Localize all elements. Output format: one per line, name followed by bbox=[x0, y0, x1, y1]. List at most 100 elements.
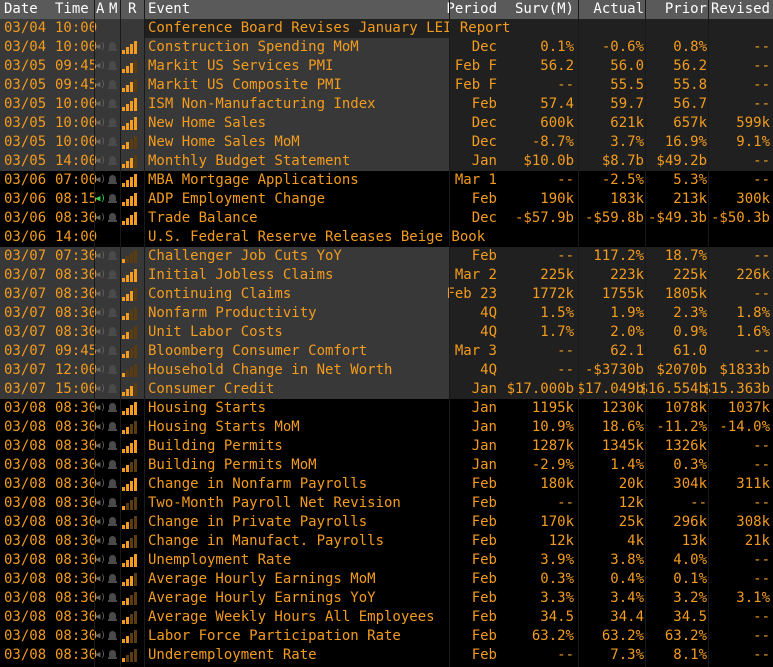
alert-bell-icon[interactable] bbox=[108, 516, 117, 527]
event-row[interactable]: 03/08 08:30 ◀) Average Hourly Earnings MoM F… bbox=[0, 570, 773, 589]
event-row[interactable]: 03/08 08:30 ◀) Two-Month Payroll Net Revisi… bbox=[0, 494, 773, 513]
alert-bell-icon[interactable] bbox=[108, 649, 117, 660]
event-row[interactable]: 03/05 09:45 ◀) Markit US Services PMI Feb F 5… bbox=[0, 57, 773, 76]
event-row[interactable]: 03/08 08:30 ◀) Labor Force Participation Ra… bbox=[0, 627, 773, 646]
alert-bell-icon[interactable] bbox=[108, 41, 117, 52]
speaker-icon[interactable]: ◀) bbox=[95, 574, 106, 584]
speaker-icon[interactable]: ◀) bbox=[95, 593, 106, 603]
event-row[interactable]: 03/08 08:30 ◀) Change in Nonfarm Payrolls Fe… bbox=[0, 475, 773, 494]
event-row[interactable]: 03/05 10:00 ◀) New Home Sales MoM Dec -8.7% 3.… bbox=[0, 133, 773, 152]
alert-bell-icon[interactable] bbox=[108, 326, 117, 337]
alert-bell-icon[interactable] bbox=[108, 364, 117, 375]
event-row[interactable]: 03/04 10:00 ◀) Construction Spending MoM Dec… bbox=[0, 38, 773, 57]
event-row[interactable]: 03/06 08:30 ◀) Trade Balance Dec -$57.9b -$59.… bbox=[0, 209, 773, 228]
alert-bell-icon[interactable] bbox=[108, 155, 117, 166]
alert-bell-icon[interactable] bbox=[108, 573, 117, 584]
speaker-icon[interactable]: ◀) bbox=[95, 422, 106, 432]
col-relevance-header[interactable]: R bbox=[128, 1, 137, 17]
speaker-icon[interactable]: ◀) bbox=[95, 175, 106, 185]
event-row[interactable]: 03/08 08:30 ◀) Change in Private Payrolls Fe… bbox=[0, 513, 773, 532]
event-row[interactable]: 03/05 14:00 ◀) Monthly Budget Statement Jan $… bbox=[0, 152, 773, 171]
event-row[interactable]: 03/07 08:30 ◀) Unit Labor Costs 4Q 1.7% 2.0% 0.… bbox=[0, 323, 773, 342]
alert-bell-icon[interactable] bbox=[108, 136, 117, 147]
event-row[interactable]: 03/08 08:30 ◀) Housing Starts MoM Jan 10.9% 18… bbox=[0, 418, 773, 437]
event-row[interactable]: 03/08 08:30 ◀) Change in Manufact. Payrolls… bbox=[0, 532, 773, 551]
alert-bell-icon[interactable] bbox=[108, 630, 117, 641]
speaker-icon[interactable]: ◀) bbox=[95, 403, 106, 413]
speaker-icon[interactable]: ◀) bbox=[95, 194, 106, 204]
event-row[interactable]: 03/08 08:30 ◀) Average Hourly Earnings YoY F… bbox=[0, 589, 773, 608]
event-row[interactable]: 03/05 10:00 ◀) ISM Non-Manufacturing Index F… bbox=[0, 95, 773, 114]
speaker-icon[interactable]: ◀) bbox=[95, 213, 106, 223]
speaker-icon[interactable]: ◀) bbox=[95, 327, 106, 337]
speaker-icon[interactable]: ◀) bbox=[95, 289, 106, 299]
col-date-header[interactable]: Date bbox=[4, 1, 38, 17]
speaker-icon[interactable]: ◀) bbox=[95, 555, 106, 565]
event-row[interactable]: 03/07 08:30 ◀) Continuing Claims Feb 23 1772k… bbox=[0, 285, 773, 304]
alert-bell-icon[interactable] bbox=[108, 611, 117, 622]
event-row[interactable]: 03/07 15:00 ◀) Consumer Credit Jan $17.000b $1… bbox=[0, 380, 773, 399]
alert-bell-icon[interactable] bbox=[108, 193, 117, 204]
alert-bell-icon[interactable] bbox=[108, 212, 117, 223]
alert-bell-icon[interactable] bbox=[108, 440, 117, 451]
speaker-icon[interactable]: ◀) bbox=[95, 61, 106, 71]
speaker-icon[interactable]: ◀) bbox=[95, 346, 106, 356]
event-row[interactable]: 03/07 12:00 ◀) Household Change in Net Wort… bbox=[0, 361, 773, 380]
alert-bell-icon[interactable] bbox=[108, 269, 117, 280]
alert-bell-icon[interactable] bbox=[108, 535, 117, 546]
alert-bell-icon[interactable] bbox=[108, 288, 117, 299]
event-row[interactable]: 03/08 08:30 ◀) Underemployment Rate Feb -- 7.3… bbox=[0, 646, 773, 665]
speaker-icon[interactable]: ◀) bbox=[95, 517, 106, 527]
col-period-header[interactable]: Period bbox=[446, 1, 497, 17]
alert-bell-icon[interactable] bbox=[108, 497, 117, 508]
speaker-icon[interactable]: ◀) bbox=[95, 441, 106, 451]
event-row[interactable]: 03/08 08:30 ◀) Building Permits MoM Jan -2.9%… bbox=[0, 456, 773, 475]
alert-bell-icon[interactable] bbox=[108, 383, 117, 394]
alert-bell-icon[interactable] bbox=[108, 98, 117, 109]
event-row[interactable]: 03/05 09:45 ◀) Markit US Composite PMI Feb F… bbox=[0, 76, 773, 95]
alert-bell-icon[interactable] bbox=[108, 459, 117, 470]
speaker-icon[interactable]: ◀) bbox=[95, 384, 106, 394]
speaker-icon[interactable]: ◀) bbox=[95, 137, 106, 147]
event-row[interactable]: 03/06 14:00 U.S. Federal Reserve Releases … bbox=[0, 228, 773, 247]
col-actual-header[interactable]: Actual bbox=[593, 1, 644, 17]
event-row[interactable]: 03/06 07:00 ◀) MBA Mortgage Applications Mar… bbox=[0, 171, 773, 190]
speaker-icon[interactable]: ◀) bbox=[95, 460, 106, 470]
col-m-header[interactable]: M bbox=[109, 1, 118, 17]
speaker-icon[interactable]: ◀) bbox=[95, 612, 106, 622]
event-row[interactable]: 03/08 08:30 ◀) Average Weekly Hours All Emp… bbox=[0, 608, 773, 627]
event-row[interactable]: 03/04 10:00 Conference Board Revises Janua… bbox=[0, 19, 773, 38]
alert-bell-icon[interactable] bbox=[108, 307, 117, 318]
event-row[interactable]: 03/07 08:30 ◀) Nonfarm Productivity 4Q 1.5% 1.… bbox=[0, 304, 773, 323]
speaker-icon[interactable]: ◀) bbox=[95, 631, 106, 641]
alert-bell-icon[interactable] bbox=[108, 60, 117, 71]
speaker-icon[interactable]: ◀) bbox=[95, 99, 106, 109]
alert-bell-icon[interactable] bbox=[108, 174, 117, 185]
col-time-header[interactable]: Time bbox=[55, 1, 89, 17]
speaker-icon[interactable]: ◀) bbox=[95, 479, 106, 489]
speaker-icon[interactable]: ◀) bbox=[95, 251, 106, 261]
alert-bell-icon[interactable] bbox=[108, 421, 117, 432]
alert-bell-icon[interactable] bbox=[108, 79, 117, 90]
col-event-header[interactable]: Event bbox=[148, 1, 191, 17]
col-prior-header[interactable]: Prior bbox=[664, 1, 707, 17]
alert-bell-icon[interactable] bbox=[108, 117, 117, 128]
event-row[interactable]: 03/05 10:00 ◀) New Home Sales Dec 600k 621k 657… bbox=[0, 114, 773, 133]
alert-bell-icon[interactable] bbox=[108, 250, 117, 261]
event-row[interactable]: 03/08 08:30 ◀) Unemployment Rate Feb 3.9% 3.8%… bbox=[0, 551, 773, 570]
speaker-icon[interactable]: ◀) bbox=[95, 308, 106, 318]
col-revised-header[interactable]: Revised bbox=[710, 1, 770, 17]
event-row[interactable]: 03/08 08:30 ◀) Housing Starts Jan 1195k 1230k 1… bbox=[0, 399, 773, 418]
speaker-icon[interactable]: ◀) bbox=[95, 270, 106, 280]
speaker-icon[interactable]: ◀) bbox=[95, 156, 106, 166]
event-row[interactable]: 03/07 08:30 ◀) Initial Jobless Claims Mar 2 2… bbox=[0, 266, 773, 285]
col-survey-header[interactable]: Surv(M) bbox=[514, 1, 574, 17]
event-row[interactable]: 03/07 07:30 ◀) Challenger Job Cuts YoY Feb --… bbox=[0, 247, 773, 266]
event-row[interactable]: 03/06 08:15 ◀) ADP Employment Change Feb 190k… bbox=[0, 190, 773, 209]
speaker-icon[interactable]: ◀) bbox=[95, 42, 106, 52]
speaker-icon[interactable]: ◀) bbox=[95, 365, 106, 375]
speaker-icon[interactable]: ◀) bbox=[95, 118, 106, 128]
speaker-icon[interactable]: ◀) bbox=[95, 650, 106, 660]
col-am-header[interactable]: A bbox=[96, 1, 105, 17]
alert-bell-icon[interactable] bbox=[108, 345, 117, 356]
